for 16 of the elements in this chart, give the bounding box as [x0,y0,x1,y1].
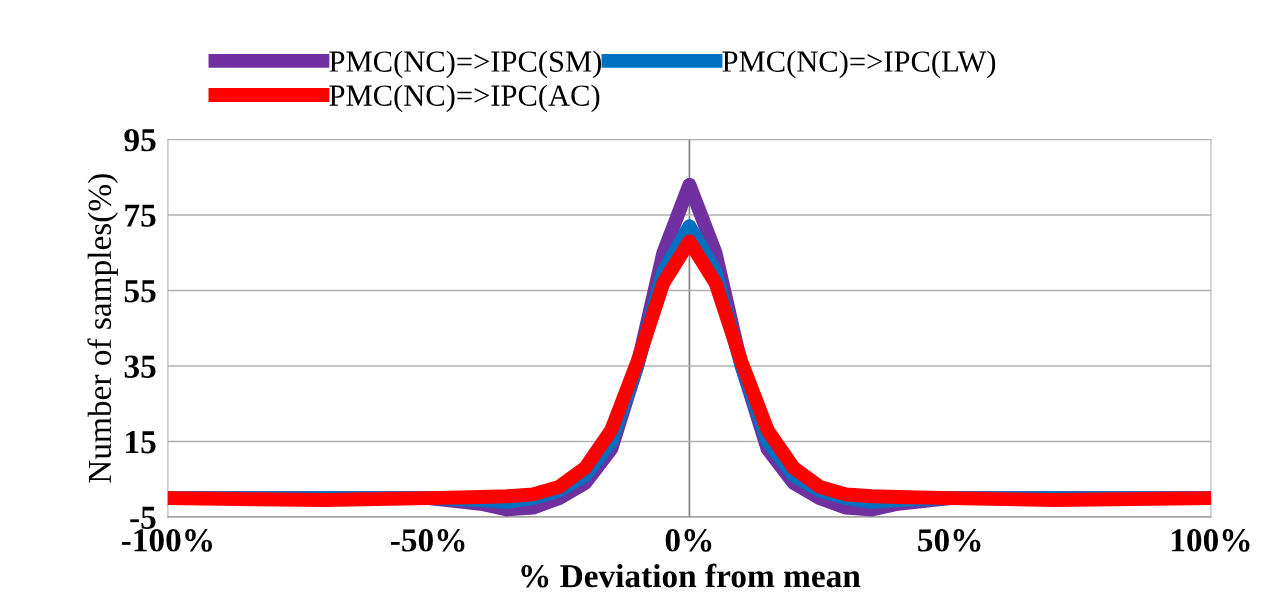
y-tick-label: -5 [130,506,156,529]
y-tick-label: 75 [125,204,156,227]
y-tick-label: 55 [124,280,156,303]
x-tick-label: -50% [391,529,465,552]
legend-label: PMC(NC)=>IPC(AC) [329,84,600,113]
x-tick-label: -100% [121,529,212,552]
legend-label: PMC(NC)=>IPC(LW) [722,50,996,79]
y-tick-label: 35 [124,355,156,378]
x-tick-label: 50% [918,529,981,552]
y-axis-title: Number of samples(%) [87,174,118,483]
y-tick-label: 15 [126,431,156,454]
x-tick-label: 0% [665,529,712,552]
y-tick-label: 95 [124,128,156,152]
x-axis-title: % Deviation from mean [521,563,861,588]
x-tick-label: 100% [1171,529,1250,552]
legend-label: PMC(NC)=>IPC(SM) [329,50,602,79]
